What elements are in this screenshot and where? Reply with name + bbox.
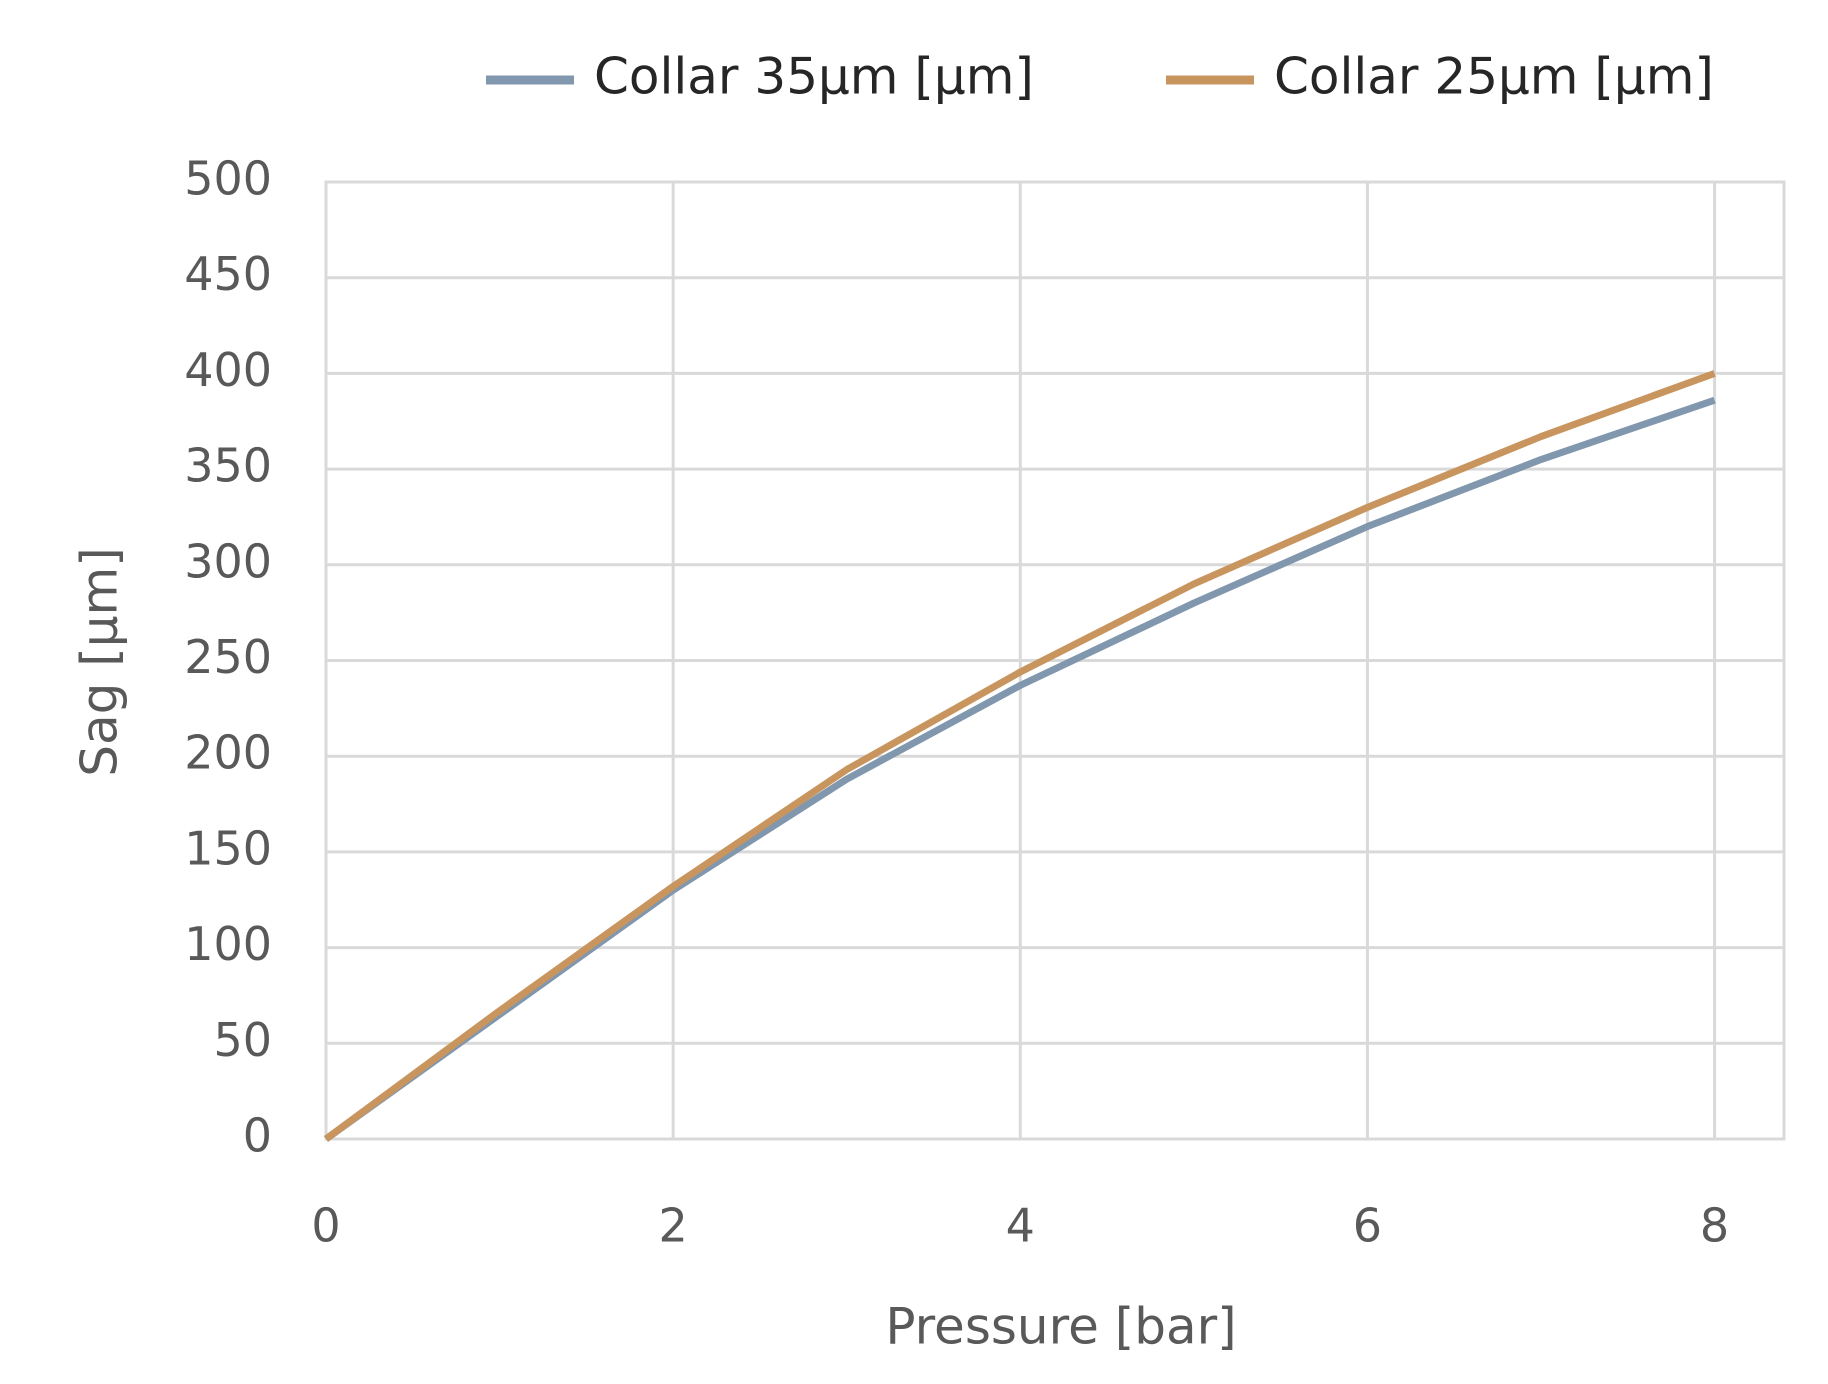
y-tick-label: 350 — [184, 439, 272, 493]
y-tick-label: 400 — [184, 343, 272, 397]
y-tick-label: 0 — [243, 1109, 272, 1163]
series-line — [323, 370, 1716, 1142]
legend-label: Collar 25µm [µm] — [1274, 48, 1714, 106]
y-tick-label: 50 — [213, 1013, 272, 1067]
x-tick-label: 8 — [1700, 1199, 1729, 1253]
y-tick-label: 250 — [184, 630, 272, 684]
y-tick-label: 450 — [184, 247, 272, 301]
x-tick-label: 6 — [1353, 1199, 1382, 1253]
y-axis-title: Sag [µm] — [71, 547, 129, 777]
legend-label: Collar 35µm [µm] — [594, 48, 1034, 106]
x-tick-label: 0 — [311, 1199, 340, 1253]
x-axis-title: Pressure [bar] — [885, 1298, 1236, 1356]
x-tick-label: 2 — [659, 1199, 688, 1253]
y-tick-label: 200 — [184, 726, 272, 780]
y-tick-label: 500 — [184, 152, 272, 206]
y-tick-label: 300 — [184, 534, 272, 588]
y-tick-label: 150 — [184, 821, 272, 875]
y-tick-label: 100 — [184, 917, 272, 971]
x-tick-label: 4 — [1006, 1199, 1035, 1253]
